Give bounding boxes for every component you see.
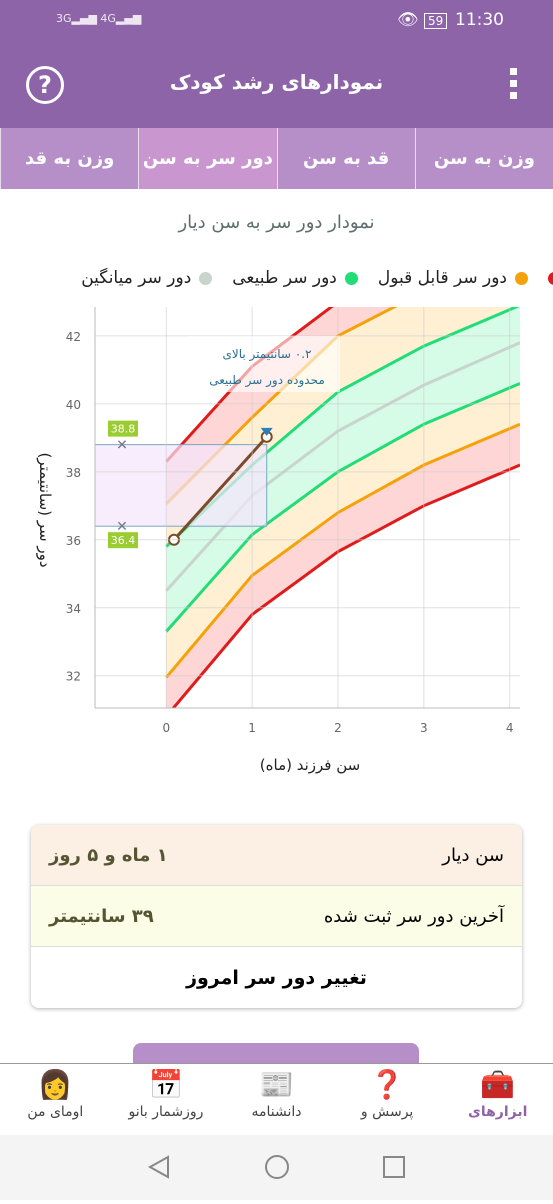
x-tick-label: 4 [506, 721, 514, 735]
marked-point: ✕ [116, 519, 128, 535]
x-tick-label: 2 [334, 721, 342, 735]
legend-item [548, 268, 553, 288]
nav-label: پرسش و [360, 1104, 414, 1120]
legend-swatch [199, 271, 213, 285]
legend: دور سر قابل قبول دور سر طبیعی دور سر میانگ… [81, 268, 553, 288]
info-row: آخرین دور سر ثبت شده ۳۹ سانتیمتر [31, 886, 522, 947]
chart-title: نمودار دور سر به سن دیار [178, 212, 375, 233]
system-buttons [147, 1155, 405, 1179]
legend-item: دور سر قابل قبول [378, 268, 528, 288]
info-label: آخرین دور سر ثبت شده [323, 905, 504, 927]
x-tick-label: 3 [420, 721, 428, 735]
x-axis-title: سن فرزند (ماه) [260, 756, 360, 774]
nav-item[interactable]: ❓ پرسش و [332, 1064, 443, 1135]
annotation: ۰.۲ سانتیمتر بالای [222, 347, 311, 362]
back-button[interactable] [147, 1155, 169, 1179]
nav-label: دانشنامه [251, 1104, 302, 1120]
recent-button[interactable] [383, 1156, 405, 1178]
system-nav [0, 1135, 553, 1200]
series-line [165, 307, 334, 463]
x-tick-label: 1 [248, 721, 256, 735]
y-tick-label: 36 [66, 534, 81, 548]
y-tick-label: 40 [66, 398, 81, 412]
marked-label: 36.4 [111, 534, 136, 547]
y-tick-label: 38 [66, 466, 81, 480]
nav-icon: 🧰 [480, 1068, 516, 1101]
eye-icon: 👁 [397, 10, 419, 30]
tab[interactable]: دور سر به سن [138, 128, 277, 189]
annotation: محدوده دور سر طبیعی [209, 373, 325, 388]
bottom-nav: 🧰 ابزارهای ❓ پرسش و 📰 دانشنامه 📅 روزشمار بانو 👩 ا… [0, 1063, 553, 1135]
marked-label-bg [108, 532, 138, 549]
legend-label: دور سر میانگین [81, 268, 192, 288]
signal: 3G▂▄▆ 4G▂▄▆ [56, 12, 142, 25]
nav-icon: ❓ [369, 1068, 405, 1101]
legend-item: دور سر طبیعی [232, 268, 358, 288]
y-tick-label: 32 [66, 670, 81, 684]
marked-label: 38.8 [111, 423, 136, 436]
battery: 59 [424, 13, 448, 29]
marked-point: ✕ [116, 438, 128, 454]
nav-item[interactable]: 🧰 ابزارهای [442, 1064, 553, 1135]
tab[interactable]: وزن به سن [414, 128, 553, 189]
info-card: سن دیار ۱ ماه و ۵ روز آخرین دور سر ثبت شد… [31, 825, 522, 1008]
clock: 11:30 [455, 10, 504, 30]
tab[interactable]: قد به سن [276, 128, 415, 189]
app-bar: ? نمودارهای رشد کودک [0, 42, 553, 128]
nav-item[interactable]: 👩 اومای من [0, 1064, 111, 1135]
legend-swatch [344, 271, 358, 285]
menu-button[interactable] [510, 68, 518, 99]
measurement-line [172, 435, 268, 541]
status-bar: 3G▂▄▆ 4G▂▄▆ 👁 59 11:30 [0, 0, 553, 42]
app-title: نمودارهای رشد کودک [169, 70, 384, 94]
help-button[interactable]: ? [26, 66, 64, 104]
change-button[interactable]: تغییر دور سر امروز [31, 947, 522, 1008]
legend-item: دور سر میانگین [81, 268, 213, 288]
nav-icon: 👩 [37, 1068, 73, 1101]
nav-label: ابزارهای [468, 1104, 528, 1120]
nav-icon: 📅 [148, 1068, 184, 1101]
marked-range [95, 444, 268, 527]
info-value: ۳۹ سانتیمتر [49, 905, 154, 927]
info-row: سن دیار ۱ ماه و ۵ روز [31, 825, 522, 886]
nav-label: اومای من [27, 1104, 84, 1120]
home-button[interactable] [265, 1155, 289, 1179]
marked-label-bg [108, 420, 138, 437]
y-tick-label: 34 [66, 602, 81, 616]
info-value: ۱ ماه و ۵ روز [49, 844, 168, 866]
nav-icon: 📰 [259, 1068, 294, 1101]
annotation-bg [188, 336, 340, 392]
y-axis-title: دور سر (سانتیمتر) [36, 452, 54, 567]
legend-swatch [548, 271, 553, 285]
pointer [260, 427, 273, 436]
legend-label: دور سر طبیعی [232, 268, 337, 288]
x-tick-label: 0 [162, 721, 170, 735]
legend-label: دور سر قابل قبول [377, 268, 507, 288]
tab[interactable]: وزن به قد [0, 128, 138, 189]
nav-item[interactable]: 📰 دانشنامه [221, 1064, 332, 1135]
nav-label: روزشمار بانو [128, 1104, 204, 1120]
y-tick-label: 42 [66, 330, 81, 344]
tabs: وزن به سن قد به سن دور سر به سن وزن به قد [0, 128, 553, 189]
band [166, 307, 520, 632]
nav-item[interactable]: 📅 روزشمار بانو [111, 1064, 222, 1135]
legend-swatch [515, 271, 528, 285]
info-label: سن دیار [442, 844, 504, 866]
